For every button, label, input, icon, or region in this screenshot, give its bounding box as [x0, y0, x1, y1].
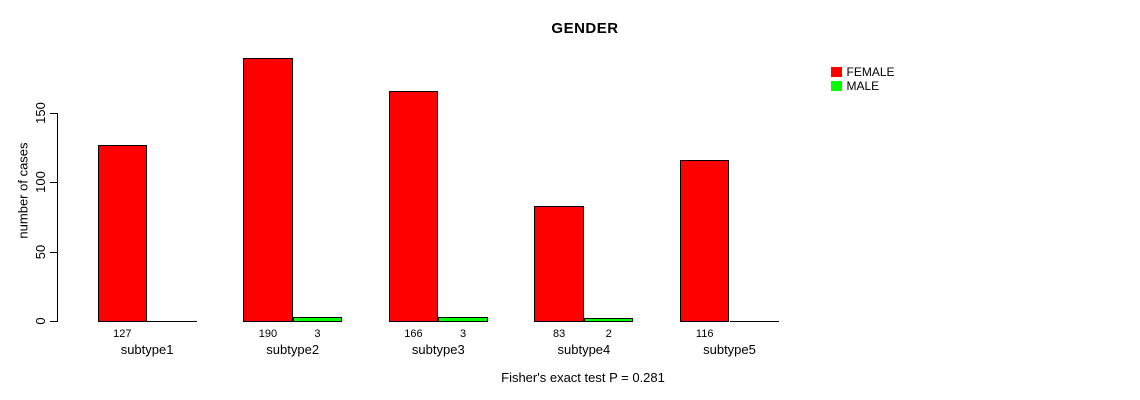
female-bar-subtype4: [534, 206, 584, 322]
female-count-label: 190: [258, 328, 278, 340]
male-bar-subtype3: [438, 317, 488, 322]
male-bar-subtype4: [583, 318, 634, 322]
fisher-test-annotation: Fisher's exact test P = 0.281: [501, 370, 665, 385]
female-bar-subtype2: [243, 58, 293, 322]
legend-item-label: FEMALE: [846, 65, 895, 79]
legend-swatch-icon: [831, 80, 842, 92]
y-axis-tick-value: 100: [33, 171, 48, 194]
x-category-label: subtype1: [120, 342, 174, 357]
male-count-label: 3: [314, 328, 321, 340]
chart-title: GENDER: [551, 20, 619, 37]
legend-item-label: MALE: [846, 79, 880, 93]
male-count-label: 3: [460, 328, 467, 340]
female-bar-subtype3: [388, 91, 439, 322]
legend-item-male: MALE: [831, 79, 895, 93]
y-axis-tick: [50, 113, 57, 115]
x-category-label: subtype2: [266, 342, 320, 357]
female-count-label: 116: [695, 328, 714, 340]
x-category-label: subtype5: [703, 342, 756, 357]
y-axis-label: number of cases: [15, 142, 31, 239]
x-category-label: subtype4: [557, 342, 611, 357]
x-category-label: subtype3: [411, 342, 465, 357]
y-axis-line: [57, 113, 58, 322]
legend-item-female: FEMALE: [831, 65, 895, 79]
zero-baseline-segment: [147, 321, 197, 322]
y-axis-tick-value: 0: [33, 317, 48, 325]
female-count-label: 166: [404, 328, 423, 340]
y-axis-tick: [50, 182, 57, 184]
legend: FEMALE MALE: [831, 65, 895, 93]
female-count-label: 83: [552, 328, 566, 340]
y-axis-tick: [50, 321, 57, 322]
legend-swatch-icon: [831, 66, 842, 78]
male-bar-subtype2: [292, 317, 343, 322]
male-count-label: 2: [605, 328, 612, 340]
y-axis-tick-value: 150: [33, 102, 48, 124]
female-bar-subtype5: [679, 160, 730, 322]
female-bar-subtype1: [97, 145, 148, 322]
y-axis-tick-value: 50: [33, 244, 48, 259]
zero-baseline-segment: [729, 321, 780, 322]
y-axis-tick: [50, 251, 57, 253]
female-count-label: 127: [113, 328, 132, 340]
